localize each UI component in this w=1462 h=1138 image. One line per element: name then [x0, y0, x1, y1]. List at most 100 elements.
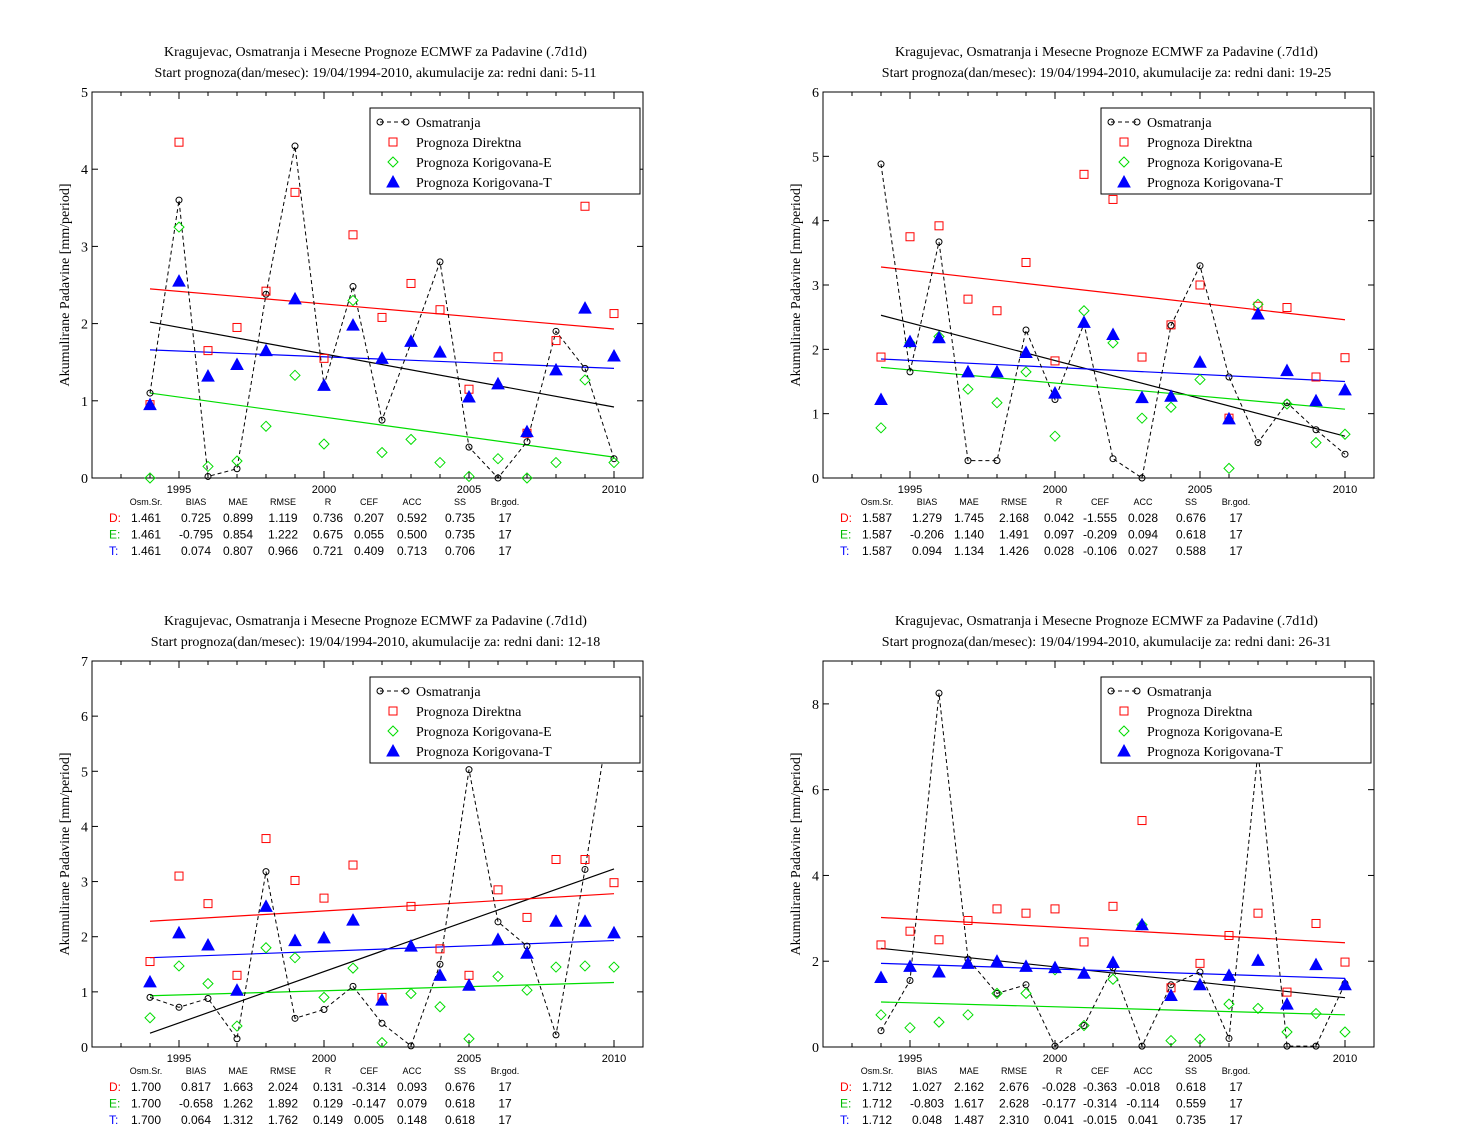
data-point-square-4 — [261, 286, 271, 296]
stats-cell: 0.706 — [445, 544, 475, 558]
y-tick-label: 0 — [812, 472, 819, 487]
trend-line-3 — [149, 939, 615, 959]
data-point-circle-11 — [1196, 968, 1204, 976]
y-tick-label: 1 — [812, 408, 819, 423]
data-point-diamond-7 — [1078, 1019, 1090, 1032]
data-point-square-13 — [1253, 908, 1263, 918]
stats-cell: 0.148 — [397, 1113, 427, 1127]
stats-cell: 1.312 — [223, 1113, 253, 1127]
stats-cell: 0.074 — [181, 544, 211, 558]
stats-cell: 0.055 — [354, 528, 384, 542]
trend-line-1 — [880, 916, 1346, 944]
data-point-circle-12 — [494, 918, 502, 926]
data-point-diamond-6 — [318, 991, 330, 1004]
y-tick-label: 0 — [81, 472, 88, 487]
data-point-diamond-legend — [387, 156, 399, 168]
data-point-square-14 — [551, 855, 561, 865]
stats-cell: 1.745 — [954, 511, 984, 525]
stats-cell: 1.587 — [862, 528, 892, 542]
y-tick-label: 0 — [81, 1041, 88, 1056]
x-tick-label: 2000 — [312, 484, 336, 496]
data-point-square-14 — [551, 336, 561, 346]
data-point-square-10 — [1166, 320, 1176, 330]
data-point-triangle-1 — [903, 334, 917, 348]
data-point-diamond-1 — [173, 221, 185, 233]
data-point-diamond-15 — [1310, 436, 1322, 449]
stats-header: SS — [454, 497, 466, 507]
chart-svg: Kragujevac, Osmatranja i Mesecne Prognoz… — [789, 614, 1375, 1127]
legend-box — [1100, 107, 1372, 195]
trend-line-0 — [149, 321, 615, 408]
stats-cell: -0.114 — [1126, 1097, 1159, 1111]
stats-cell: 1.140 — [954, 528, 984, 542]
stats-header: BIAS — [186, 1066, 207, 1076]
data-point-square-0 — [876, 352, 886, 362]
x-tick-label: 2005 — [457, 1053, 481, 1065]
data-point-square-12 — [1224, 930, 1234, 940]
trend-line-2 — [149, 981, 615, 997]
data-point-square-3 — [963, 915, 973, 925]
data-point-diamond-5 — [289, 951, 301, 964]
data-point-diamond-8 — [376, 446, 388, 459]
stats-cell: 1.279 — [912, 511, 942, 525]
data-point-square-6 — [1050, 356, 1060, 366]
stats-row-label: D: — [840, 511, 852, 525]
data-point-circle-legend-b — [1133, 687, 1141, 695]
x-tick-label: 1995 — [167, 484, 191, 496]
data-point-square-9 — [1137, 816, 1147, 826]
stats-header: CEF — [360, 1066, 379, 1076]
stats-cell: 17 — [1229, 1113, 1243, 1127]
legend-label: Prognoza Korigovana-E — [416, 156, 552, 171]
data-point-square-1 — [905, 232, 915, 242]
legend: Osmatranja Prognoza Direktna Prognoza Kori… — [1100, 676, 1372, 764]
data-point-diamond-0 — [875, 1009, 887, 1021]
data-point-circle-11 — [1196, 262, 1204, 270]
data-point-triangle-14 — [1280, 363, 1294, 377]
data-point-diamond-4 — [991, 987, 1003, 1000]
legend-label: Prognoza Korigovana-E — [1147, 725, 1283, 740]
chart-subtitle: Start prognoza(dan/mesec): 19/04/1994-20… — [882, 66, 1331, 81]
data-point-square-4 — [261, 834, 271, 844]
x-tick-label: 2005 — [1188, 484, 1212, 496]
stats-cell: 0.079 — [397, 1097, 427, 1111]
data-point-square-1 — [174, 871, 184, 881]
legend-label: Prognoza Direktna — [1147, 705, 1253, 720]
data-point-square-4 — [992, 904, 1002, 914]
legend-box — [369, 676, 641, 764]
data-point-diamond-16 — [608, 961, 620, 973]
data-point-diamond-2 — [933, 1016, 945, 1028]
stats-header: Br.god. — [491, 1066, 520, 1076]
stats-header: Br.god. — [1222, 497, 1251, 507]
stats-cell: 0.735 — [445, 511, 475, 525]
legend-label: Prognoza Korigovana-T — [1147, 176, 1283, 191]
data-point-circle-14 — [1283, 1042, 1291, 1050]
stats-cell: 0.618 — [445, 1113, 475, 1127]
data-point-square-13 — [522, 912, 532, 922]
legend-label: Prognoza Korigovana-T — [416, 176, 552, 191]
data-point-diamond-15 — [579, 374, 591, 386]
data-point-circle-3 — [964, 457, 972, 465]
data-point-triangle-7 — [346, 913, 360, 926]
stats-row-label: E: — [840, 1097, 851, 1111]
plot-frame — [822, 660, 1375, 1048]
legend-box — [1100, 676, 1372, 764]
data-point-circle-13 — [523, 438, 531, 446]
data-point-triangle-15 — [1309, 957, 1323, 971]
chart-subtitle: Start prognoza(dan/mesec): 19/04/1994-20… — [882, 635, 1331, 650]
data-point-square-16 — [1340, 957, 1350, 967]
stats-cell: 0.094 — [912, 544, 942, 558]
data-point-diamond-2 — [202, 977, 214, 990]
series-0 — [146, 686, 618, 1050]
data-point-triangle-legend — [1117, 174, 1131, 188]
data-point-diamond-12 — [492, 452, 504, 465]
data-point-square-legend — [388, 706, 398, 716]
y-axis-label: Akumulirane Padavine [mm/period] — [58, 184, 73, 387]
data-point-triangle-3 — [230, 983, 244, 996]
data-point-circle-4 — [993, 457, 1001, 465]
stats-cell: -0.015 — [1083, 1113, 1117, 1127]
stats-cell: 0.097 — [1044, 528, 1074, 542]
trend-line-2 — [149, 392, 615, 458]
x-tick-label: 2000 — [312, 1053, 336, 1065]
data-point-triangle-15 — [578, 914, 592, 927]
data-point-circle-2 — [204, 472, 212, 480]
